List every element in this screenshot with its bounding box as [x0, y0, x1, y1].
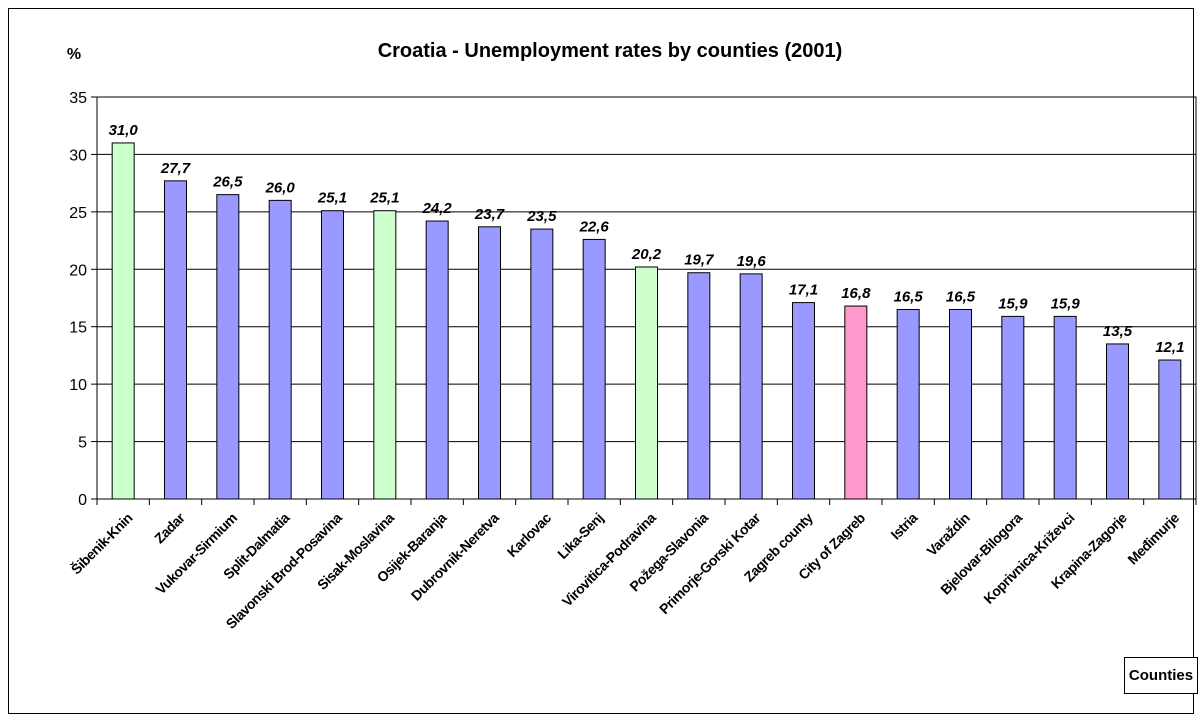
bar: [530, 228, 554, 500]
data-label: 27,7: [160, 160, 191, 177]
bar: [111, 142, 135, 500]
x-tick-label: Primorje-Gorski Kotar: [656, 509, 764, 617]
data-label: 26,0: [265, 179, 296, 196]
x-tick-label: Istria: [887, 509, 920, 542]
data-label: 12,1: [1155, 339, 1184, 356]
y-tick-label: 10: [69, 377, 87, 394]
y-axis-unit-label: %: [67, 46, 81, 63]
y-axis-ticks: 0 5 10 15 20 25 30 35: [69, 90, 97, 509]
data-label: 24,2: [422, 200, 453, 217]
x-axis-ticks: Šibenik-Knin ZadarVukovar-SirmiumSplit-Da…: [67, 499, 1197, 632]
bar: [582, 238, 606, 500]
data-label: 16,8: [841, 285, 871, 302]
bar: [792, 302, 815, 500]
x-tick-label: Međimurje: [1124, 509, 1182, 567]
data-label: 15,9: [1051, 295, 1081, 312]
y-tick-label: 25: [69, 205, 87, 222]
x-tick-label: Varaždin: [923, 510, 972, 559]
bar: [1158, 359, 1182, 500]
bar: [164, 180, 187, 500]
bar: [478, 226, 501, 500]
bar: [949, 308, 972, 500]
data-label: 23,7: [474, 206, 505, 223]
bar: [635, 266, 658, 500]
y-tick-label: 35: [69, 90, 87, 107]
data-label: 15,9: [998, 295, 1028, 312]
data-label: 20,2: [631, 246, 662, 263]
x-tick-label: Zadar: [151, 509, 188, 546]
data-label: 19,7: [684, 252, 714, 269]
data-label: 25,1: [369, 190, 399, 207]
x-tick-label: Lika-Senj: [554, 510, 606, 562]
x-axis-title-box: Counties: [1124, 657, 1198, 694]
data-label: 19,6: [737, 253, 767, 270]
data-label: 13,5: [1103, 323, 1133, 340]
bar: [268, 199, 292, 500]
bar: [1053, 315, 1077, 500]
x-tick-label: Virovitica-Podravina: [559, 509, 659, 609]
bar: [216, 194, 240, 500]
data-label: 16,5: [894, 288, 924, 305]
y-tick-label: 30: [69, 147, 87, 164]
data-label: 22,6: [579, 218, 610, 235]
bar: [896, 308, 920, 500]
bar: [844, 305, 868, 500]
data-label: 26,5: [212, 174, 243, 191]
data-label: 31,0: [109, 122, 139, 139]
data-label: 25,1: [317, 190, 347, 207]
bar: [321, 210, 344, 500]
bar: [373, 210, 397, 500]
y-tick-label: 20: [69, 262, 87, 279]
bar: [1001, 315, 1025, 500]
data-labels: 31,0 27,7 26,5 26,0 25,1 25,1 24,2 23,7 23,5 22,6…: [109, 122, 1185, 356]
y-tick-label: 5: [78, 435, 87, 452]
bar: [739, 273, 763, 500]
bar: [425, 220, 449, 500]
chart-title: Croatia - Unemployment rates by counties…: [378, 40, 843, 62]
bars: [111, 142, 1182, 500]
x-tick-label: Karlovac: [504, 509, 555, 560]
bar: [687, 272, 711, 500]
data-label: 23,5: [526, 208, 557, 225]
data-label: 17,1: [789, 282, 818, 299]
x-tick-label: Dubrovnik-Neretva: [408, 509, 502, 603]
plot-area-border: [96, 96, 1197, 500]
data-label: 16,5: [946, 288, 976, 305]
x-tick-label: Šibenik-Knin: [67, 509, 135, 577]
x-axis-title: Counties: [1128, 667, 1194, 684]
bar: [1106, 343, 1129, 500]
y-tick-label: 15: [69, 320, 87, 337]
x-tick-label: Koprivnica-Križevci: [980, 510, 1077, 607]
y-tick-label: 0: [78, 492, 87, 509]
